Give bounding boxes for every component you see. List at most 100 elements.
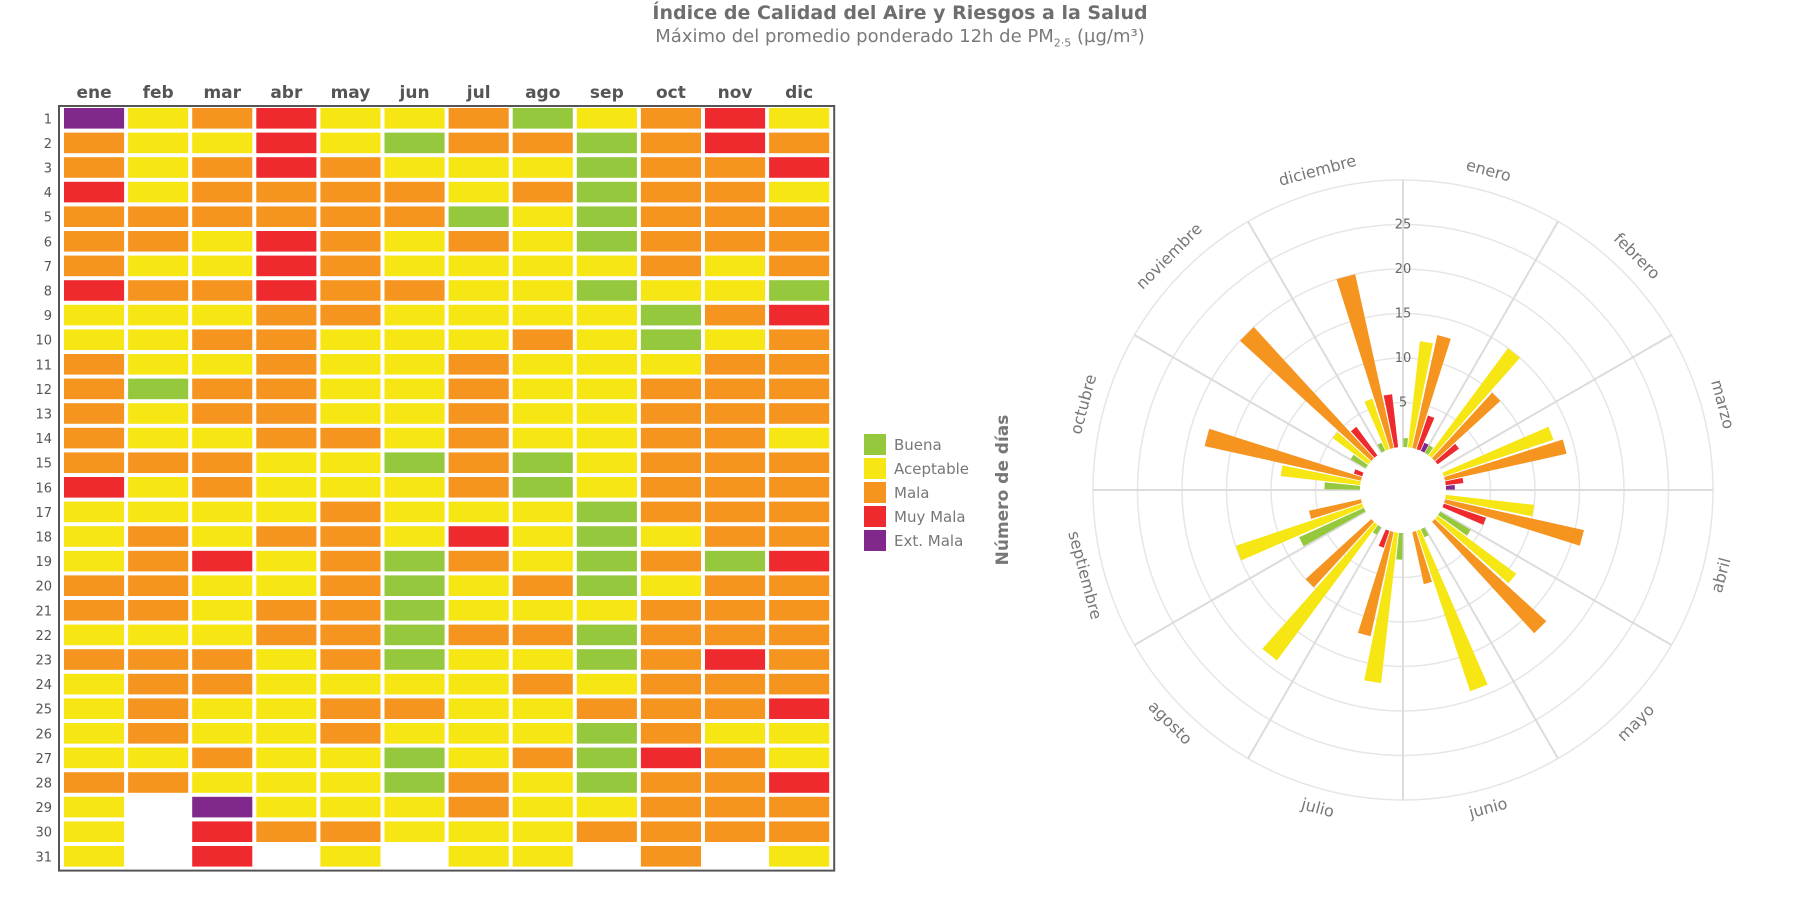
- heatmap-cell-nov-9: [705, 304, 766, 326]
- polar-bar-julio-2: [1357, 531, 1394, 637]
- heatmap-cell-nov-23: [705, 649, 766, 670]
- heatmap-cell-abr-8: [256, 280, 317, 301]
- heatmap-cell-may-25: [320, 698, 381, 719]
- heatmap-cell-abr-20: [256, 575, 317, 596]
- polar-bar-julio-0: [1396, 532, 1403, 560]
- day-label-14: 14: [35, 432, 52, 447]
- heatmap-cell-nov-15: [705, 452, 766, 473]
- heatmap-cell-mar-15: [192, 452, 253, 473]
- heatmap-cell-may-7: [320, 255, 381, 277]
- heatmap-cell-oct-30: [640, 821, 701, 842]
- heatmap-cell-jul-22: [448, 624, 509, 646]
- heatmap-cell-jun-8: [384, 280, 445, 301]
- heatmap-cell-sep-23: [576, 649, 637, 670]
- polar-month-label-febrero: febrero: [1610, 229, 1664, 283]
- heatmap-cell-sep-26: [576, 723, 637, 744]
- polar-bar-septiembre-1: [1235, 503, 1364, 561]
- heatmap-cell-ago-13: [512, 403, 573, 424]
- legend-swatch-4: [864, 530, 886, 551]
- heatmap-cell-feb-9: [128, 304, 189, 326]
- heatmap-cell-jun-1: [384, 108, 445, 129]
- heatmap-cell-may-3: [320, 157, 381, 178]
- polar-bar-febrero-3: [1435, 443, 1459, 465]
- polar-bar-abril-2: [1444, 499, 1584, 546]
- heatmap-cell-mar-3: [192, 157, 253, 178]
- day-label-13: 13: [35, 408, 52, 423]
- heatmap-cell-nov-14: [705, 427, 766, 449]
- heatmap-cell-sep-25: [576, 698, 637, 719]
- heatmap-cell-ago-14: [512, 427, 573, 449]
- polar-bar-marzo-4: [1445, 485, 1455, 490]
- heatmap-cell-feb-28: [128, 772, 189, 793]
- polar-bar-agosto-1: [1262, 522, 1378, 661]
- heatmap-cell-sep-10: [576, 329, 637, 350]
- heatmap-cell-may-30: [320, 821, 381, 842]
- polar-bar-junio-1: [1416, 529, 1488, 692]
- heatmap-cell-jun-16: [384, 477, 445, 498]
- heatmap-cell-dic-14: [769, 427, 830, 449]
- polar-spoke-11: [1247, 221, 1383, 454]
- heatmap-cell-oct-28: [640, 772, 701, 793]
- heatmap-cell-ene-3: [64, 157, 125, 178]
- heatmap-cell-jun-21: [384, 600, 445, 621]
- heatmap-cell-jul-18: [448, 526, 509, 547]
- heatmap-cell-nov-3: [705, 157, 766, 178]
- heatmap-cell-ago-26: [512, 723, 573, 744]
- polar-bar-enero-3: [1416, 415, 1435, 451]
- heatmap-cell-dic-19: [769, 550, 830, 572]
- month-label-sep: sep: [590, 83, 624, 103]
- polar-bar-marzo-2: [1444, 439, 1567, 481]
- polar-bar-diciembre-3: [1383, 394, 1399, 448]
- heatmap-cell-dic-15: [769, 452, 830, 473]
- heatmap-cell-abr-7: [256, 255, 317, 277]
- heatmap-cell-jul-1: [448, 108, 509, 129]
- heatmap-cell-ene-14: [64, 427, 125, 449]
- heatmap-cell-oct-16: [640, 477, 701, 498]
- heatmap-cell-jul-30: [448, 821, 509, 842]
- polar-spoke-1: [1423, 221, 1559, 454]
- polar-bar-julio-3: [1378, 529, 1390, 548]
- polar-tick-5: 5: [1399, 396, 1407, 411]
- polar-bar-junio-0: [1420, 527, 1429, 538]
- heatmap-cell-abr-29: [256, 796, 317, 818]
- heatmap-cell-jun-30: [384, 821, 445, 842]
- day-label-21: 21: [35, 604, 52, 619]
- heatmap-cell-abr-15: [256, 452, 317, 473]
- heatmap-cell-jul-7: [448, 255, 509, 277]
- heatmap-cell-sep-4: [576, 181, 637, 203]
- heatmap-cell-dic-4: [769, 181, 830, 203]
- polar-bar-marzo-1: [1442, 426, 1554, 477]
- heatmap-cell-mar-4: [192, 181, 253, 203]
- legend-label-2: Mala: [894, 484, 930, 502]
- heatmap-cell-mar-13: [192, 403, 253, 424]
- heatmap-cell-ago-1: [512, 108, 573, 129]
- heatmap-cell-nov-10: [705, 329, 766, 350]
- heatmap-cell-dic-18: [769, 526, 830, 547]
- heatmap-cell-oct-10: [640, 329, 701, 350]
- heatmap-cell-oct-11: [640, 354, 701, 375]
- heatmap-cell-jul-20: [448, 575, 509, 596]
- heatmap-cell-jun-9: [384, 304, 445, 326]
- heatmap-cell-dic-16: [769, 477, 830, 498]
- polar-bar-diciembre-1: [1364, 398, 1390, 451]
- heatmap-cell-abr-26: [256, 723, 317, 744]
- heatmap-cell-ene-30: [64, 821, 125, 842]
- heatmap-cell-jun-19: [384, 550, 445, 572]
- heatmap-cell-jun-24: [384, 673, 445, 695]
- polar-bar-enero-0: [1403, 438, 1408, 448]
- heatmap-cell-ene-10: [64, 329, 125, 350]
- month-label-nov: nov: [718, 83, 753, 103]
- day-label-22: 22: [35, 629, 52, 644]
- polar-month-label-mayo: mayo: [1613, 700, 1658, 745]
- heatmap-cell-dic-9: [769, 304, 830, 326]
- heatmap-cell-nov-28: [705, 772, 766, 793]
- heatmap-cell-ene-26: [64, 723, 125, 744]
- heatmap-cell-oct-19: [640, 550, 701, 572]
- heatmap-cell-abr-10: [256, 329, 317, 350]
- heatmap-cell-ago-23: [512, 649, 573, 670]
- polar-bar-enero-2: [1412, 335, 1451, 449]
- day-label-19: 19: [35, 555, 52, 570]
- heatmap-cell-jun-13: [384, 403, 445, 424]
- heatmap-cell-dic-31: [769, 846, 830, 867]
- heatmap-cell-jun-22: [384, 624, 445, 646]
